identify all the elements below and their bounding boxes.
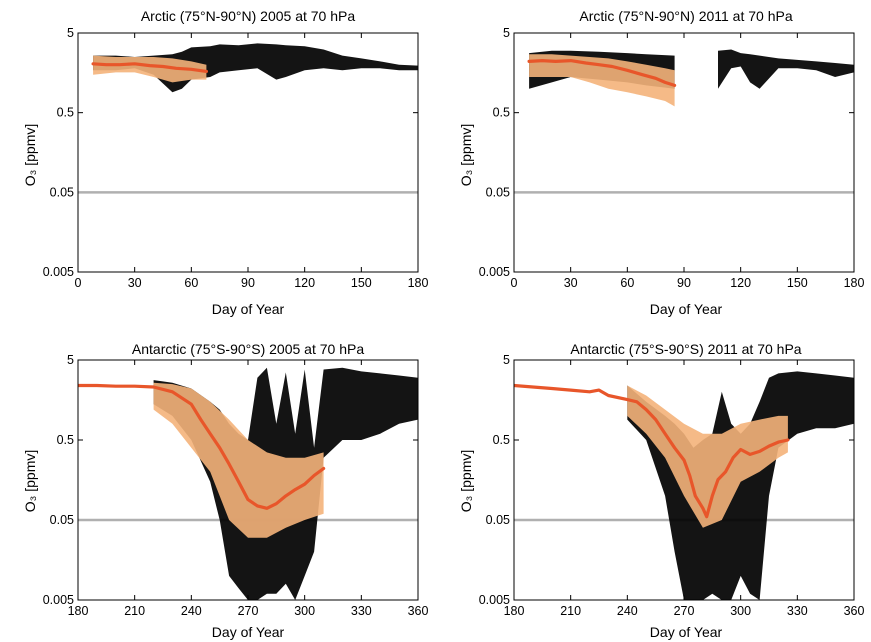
x-axis-label: Day of Year (650, 301, 723, 317)
plot-area (513, 359, 855, 601)
x-axis-label: Day of Year (212, 301, 285, 317)
y-tick-label: 5 (503, 26, 510, 40)
x-tick-label: 180 (504, 604, 525, 618)
x-tick-label: 210 (560, 604, 581, 618)
y-tick-label: 5 (67, 26, 74, 40)
chart-title: Antarctic (75°S-90°S) 2005 at 70 hPa (132, 341, 364, 357)
x-tick-label: 150 (351, 276, 372, 290)
y-tick-label: 5 (67, 353, 74, 367)
x-tick-label: 120 (730, 276, 751, 290)
series-2-mean-line (78, 383, 326, 510)
y-tick-label: 0.005 (43, 593, 74, 607)
y-axis-label: O₃ [ppmv] (22, 124, 38, 187)
x-tick-label: 180 (68, 604, 89, 618)
tick-labels: 180 210 240 270 300 330 360 0.005 0.05 0.5 5 (43, 353, 429, 618)
x-tick-label: 120 (294, 276, 315, 290)
plot-frame (77, 359, 419, 601)
tick-labels: 0 30 60 90 120 150 180 0.005 0.05 0.5 5 (43, 26, 429, 290)
plot-inner (514, 371, 854, 600)
y-tick-label: 0.005 (479, 265, 510, 279)
x-tick-label: 330 (351, 604, 372, 618)
x-tick-label: 360 (408, 604, 429, 618)
plot-area (77, 32, 419, 273)
x-tick-label: 60 (620, 276, 634, 290)
x-axis-label: Day of Year (212, 624, 285, 640)
y-tick-label: 0.5 (57, 106, 74, 120)
tick-labels: 0 30 60 90 120 150 180 0.005 0.05 0.5 5 (479, 26, 865, 290)
series-0-range-band-3 (627, 371, 854, 600)
x-tick-label: 330 (787, 604, 808, 618)
x-tick-label: 360 (844, 604, 865, 618)
x-tick-label: 60 (184, 276, 198, 290)
x-tick-label: 30 (128, 276, 142, 290)
x-tick-label: 180 (408, 276, 429, 290)
y-tick-label: 0.05 (50, 513, 74, 527)
plot-area (77, 359, 419, 601)
y-tick-label: 0.005 (479, 593, 510, 607)
x-tick-label: 0 (75, 276, 82, 290)
x-tick-label: 300 (730, 604, 751, 618)
y-tick-label: 0.5 (493, 106, 510, 120)
x-tick-label: 30 (564, 276, 578, 290)
series-1-range-band (93, 55, 207, 83)
chart-panel-arctic-2011: Arctic (75°N-90°N) 2011 at 70 hPa Day of… (458, 8, 864, 317)
y-axis-label: O₃ [ppmv] (22, 450, 38, 513)
y-tick-label: 0.5 (57, 433, 74, 447)
x-tick-label: 90 (241, 276, 255, 290)
x-tick-label: 240 (617, 604, 638, 618)
plot-frame (513, 359, 855, 601)
series-2-mean-line (91, 62, 208, 73)
y-tick-label: 0.05 (486, 513, 510, 527)
plot-area (513, 32, 855, 273)
series-2-mean-line (514, 383, 790, 519)
chart-panel-antarctic-2011: Antarctic (75°S-90°S) 2011 at 70 hPa Day… (458, 341, 864, 640)
series-1-range-band-3 (627, 385, 788, 528)
plot-frame (77, 32, 419, 273)
y-tick-label: 0.05 (486, 185, 510, 199)
x-tick-label: 270 (238, 604, 259, 618)
x-tick-label: 150 (787, 276, 808, 290)
x-tick-label: 270 (674, 604, 695, 618)
y-tick-label: 0.005 (43, 265, 74, 279)
x-tick-label: 240 (181, 604, 202, 618)
chart-panel-antarctic-2005: Antarctic (75°S-90°S) 2005 at 70 hPa Day… (22, 341, 428, 640)
x-tick-label: 90 (677, 276, 691, 290)
y-axis-label: O₃ [ppmv] (458, 450, 474, 513)
plot-frame (513, 32, 855, 273)
plot-inner (78, 367, 418, 600)
y-tick-label: 5 (503, 353, 510, 367)
plot-inner (78, 43, 418, 194)
y-tick-label: 0.05 (50, 185, 74, 199)
chart-title: Arctic (75°N-90°N) 2005 at 70 hPa (141, 8, 356, 24)
chart-panel-arctic-2005: Arctic (75°N-90°N) 2005 at 70 hPa Day of… (22, 8, 428, 317)
y-axis-label: O₃ [ppmv] (458, 124, 474, 187)
x-tick-label: 210 (124, 604, 145, 618)
series-2-mean-line (527, 59, 677, 87)
y-tick-label: 0.5 (493, 433, 510, 447)
series-1-range-band (529, 54, 675, 107)
x-axis-label: Day of Year (650, 624, 723, 640)
chart-title: Antarctic (75°S-90°S) 2011 at 70 hPa (570, 341, 801, 357)
chart-title: Arctic (75°N-90°N) 2011 at 70 hPa (579, 8, 792, 24)
x-tick-label: 300 (294, 604, 315, 618)
series-0-range-band-1 (718, 49, 854, 89)
plot-inner (514, 49, 854, 194)
x-tick-label: 180 (844, 276, 865, 290)
x-tick-label: 0 (511, 276, 518, 290)
